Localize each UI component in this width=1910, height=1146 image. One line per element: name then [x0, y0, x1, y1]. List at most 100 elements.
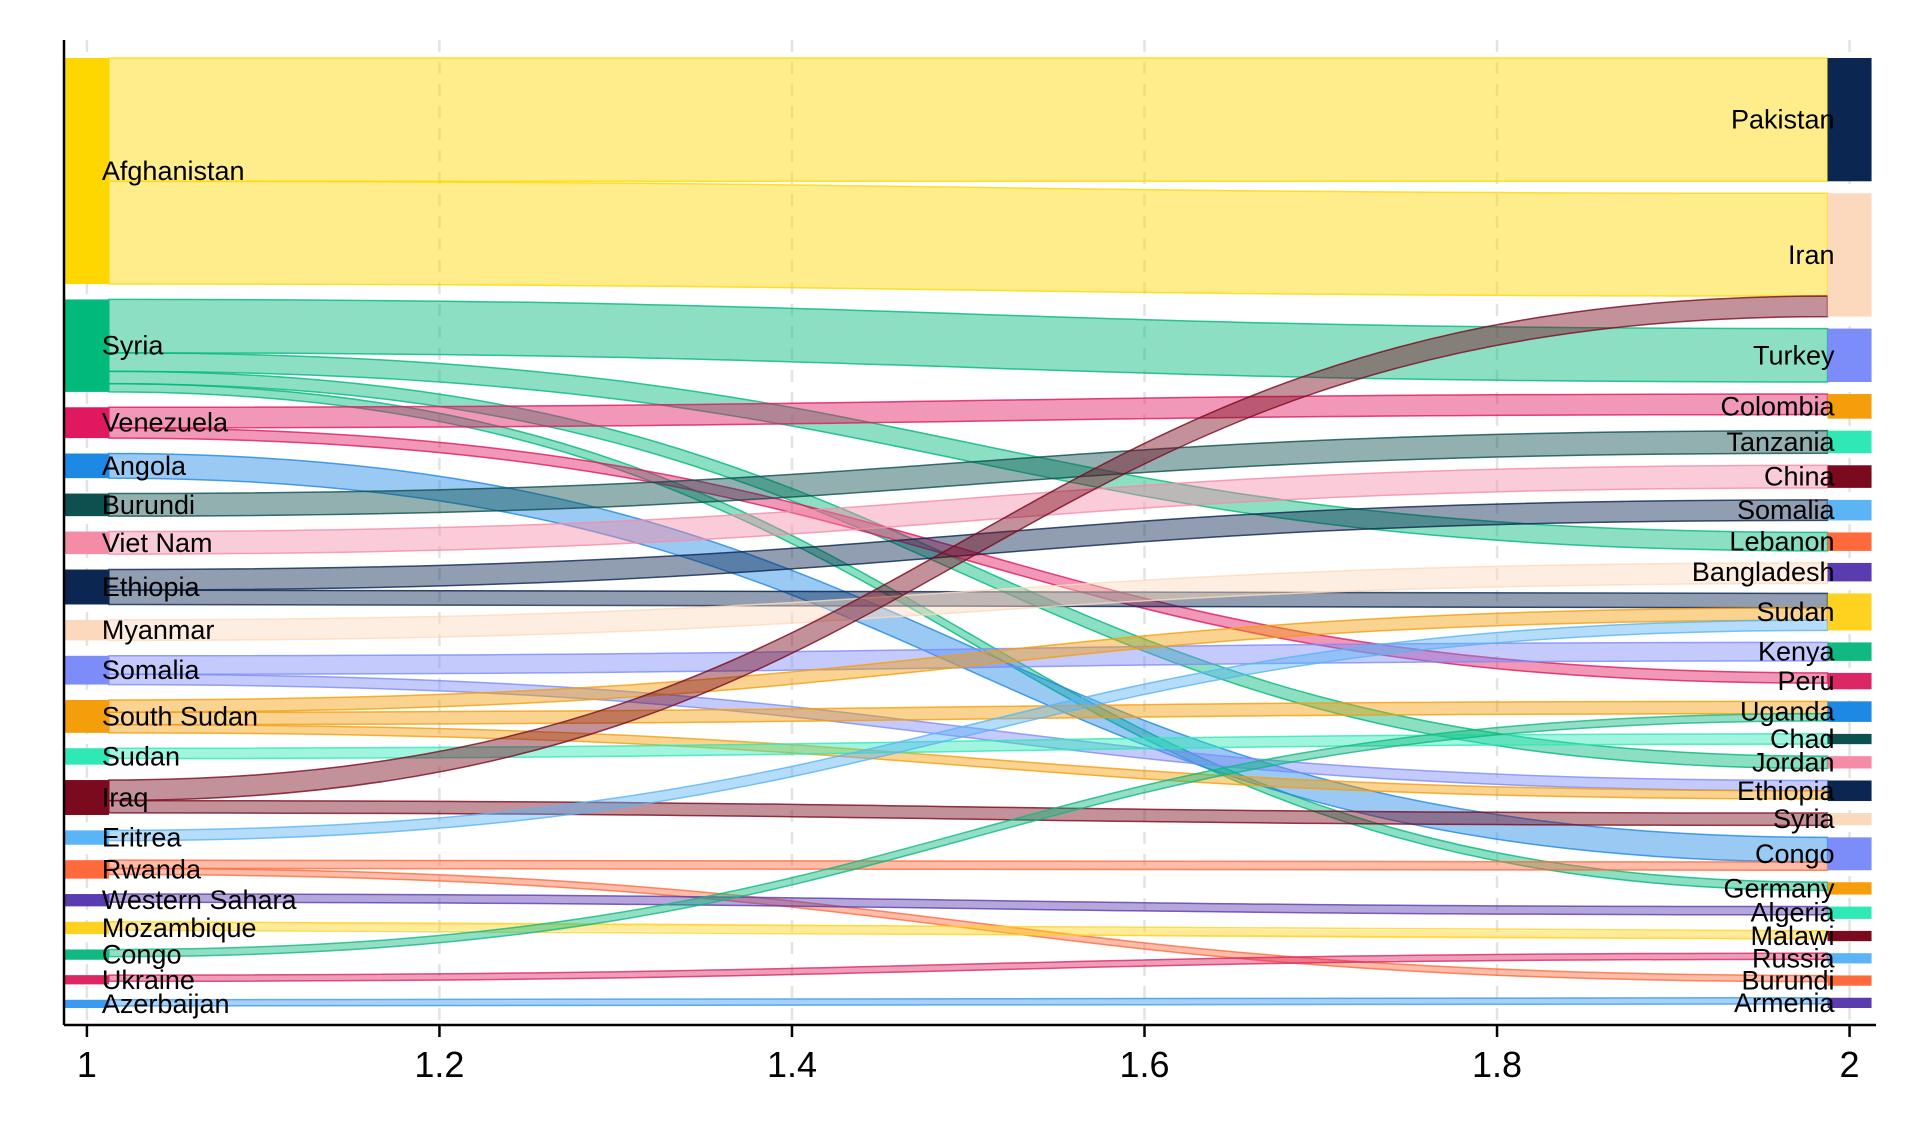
target-node-pakistan — [1827, 58, 1872, 182]
source-node-viet-nam — [64, 531, 109, 555]
target-label: Syria — [1773, 804, 1835, 834]
target-node-uganda — [1827, 701, 1872, 722]
target-node-china — [1827, 465, 1872, 488]
source-label: Viet Nam — [102, 528, 213, 558]
source-label: Sudan — [102, 741, 180, 771]
x-tick-label: 1.4 — [767, 1044, 817, 1085]
flow-venezuela-to-colombia — [108, 393, 1829, 429]
flow-somalia-to-kenya — [108, 641, 1829, 676]
target-node-colombia — [1827, 394, 1872, 419]
target-label: Sudan — [1756, 597, 1834, 627]
source-label: Ukraine — [102, 965, 195, 995]
target-node-syria — [1827, 813, 1872, 826]
target-node-chad — [1827, 733, 1872, 745]
source-label: Iraq — [102, 783, 149, 813]
source-node-venezuela — [64, 407, 109, 439]
flow-syria-to-jordan — [108, 370, 1829, 770]
source-node-iraq — [64, 780, 109, 815]
source-node-ukraine — [64, 975, 109, 985]
flow-myanmar-to-bangladesh — [108, 562, 1829, 642]
flow-afghanistan-to-pakistan — [108, 57, 1829, 183]
flow-burundi-to-tanzania — [108, 429, 1829, 517]
target-node-bangladesh — [1827, 562, 1872, 582]
source-label: Angola — [102, 451, 187, 481]
source-node-somalia — [64, 655, 109, 685]
flow-sudan-to-chad — [108, 733, 1829, 760]
target-label: Algeria — [1751, 898, 1836, 928]
target-label: Somalia — [1737, 495, 1836, 525]
target-node-ethiopia — [1827, 780, 1872, 802]
target-label: Armenia — [1734, 988, 1836, 1018]
target-label: Lebanon — [1729, 527, 1834, 557]
source-node-angola — [64, 453, 109, 479]
source-label: Syria — [102, 331, 164, 361]
source-node-myanmar — [64, 619, 109, 641]
target-label: Iran — [1788, 240, 1835, 270]
node-layer — [64, 58, 1872, 1008]
source-label: Venezuela — [102, 408, 229, 438]
target-label: Pakistan — [1731, 105, 1835, 135]
target-label: Malawi — [1751, 921, 1835, 951]
source-label: Western Sahara — [102, 885, 298, 915]
target-node-germany — [1827, 882, 1872, 895]
target-node-algeria — [1827, 906, 1872, 919]
source-node-rwanda — [64, 860, 109, 879]
x-tick-label: 2 — [1840, 1044, 1860, 1085]
source-node-western-sahara — [64, 894, 109, 907]
flow-syria-to-germany — [108, 382, 1829, 892]
flow-iraq-to-syria — [108, 799, 1829, 827]
flow-rwanda-to-congo — [108, 859, 1829, 871]
flow-iraq-to-iran — [108, 295, 1829, 802]
target-label: China — [1764, 462, 1836, 492]
source-label: South Sudan — [102, 701, 258, 731]
source-node-south-sudan — [64, 699, 109, 733]
x-tick-label: 1 — [77, 1044, 97, 1085]
source-label: Azerbaijan — [102, 989, 230, 1019]
flow-western-sahara-to-algeria — [108, 893, 1829, 916]
source-node-congo — [64, 949, 109, 960]
target-node-sudan — [1827, 593, 1872, 631]
source-node-syria — [64, 299, 109, 392]
source-label: Burundi — [102, 490, 195, 520]
target-label: Congo — [1755, 839, 1835, 869]
target-node-kenya — [1827, 642, 1872, 661]
flow-afghanistan-to-iran — [108, 180, 1829, 297]
target-node-congo — [1827, 837, 1872, 871]
label-layer: Afghanistan Syria Venezuela Angola Burundi Vi… — [102, 105, 1836, 1019]
source-node-eritrea — [64, 830, 109, 845]
target-node-iran — [1827, 193, 1872, 317]
source-node-afghanistan — [64, 58, 109, 285]
source-node-ethiopia — [64, 569, 109, 605]
target-label: Kenya — [1758, 637, 1836, 667]
source-label: Eritrea — [102, 823, 183, 853]
flow-azerbaijan-to-armenia — [108, 996, 1829, 1007]
flow-south-sudan-to-ethiopia — [108, 723, 1829, 800]
x-tick-label: 1.2 — [414, 1044, 464, 1085]
target-label: Bangladesh — [1692, 557, 1835, 587]
target-node-jordan — [1827, 756, 1872, 769]
source-label: Afghanistan — [102, 156, 245, 186]
target-label: Uganda — [1740, 697, 1836, 727]
source-node-sudan — [64, 748, 109, 765]
target-label: Jordan — [1752, 747, 1835, 777]
axis-layer: 1 1.2 1.4 1.6 1.8 2 — [62, 40, 1876, 1085]
flow-eritrea-to-sudan — [108, 619, 1829, 842]
target-label: Germany — [1724, 873, 1836, 903]
source-label: Somalia — [102, 655, 201, 685]
target-label: Ethiopia — [1737, 776, 1836, 806]
source-label: Rwanda — [102, 854, 202, 884]
target-node-armenia — [1827, 997, 1872, 1008]
source-label: Ethiopia — [102, 572, 201, 602]
flow-congo-to-uganda — [108, 712, 1829, 958]
x-tick-label: 1.6 — [1119, 1044, 1169, 1085]
flow-syria-to-turkey — [108, 298, 1829, 383]
flow-ukraine-to-russia — [108, 952, 1829, 983]
target-node-turkey — [1827, 328, 1872, 383]
target-node-tanzania — [1827, 430, 1872, 454]
target-node-burundi — [1827, 975, 1872, 986]
source-label: Mozambique — [102, 913, 257, 943]
source-label: Congo — [102, 940, 182, 970]
flow-layer — [108, 57, 1829, 1007]
target-label: Peru — [1778, 666, 1835, 696]
